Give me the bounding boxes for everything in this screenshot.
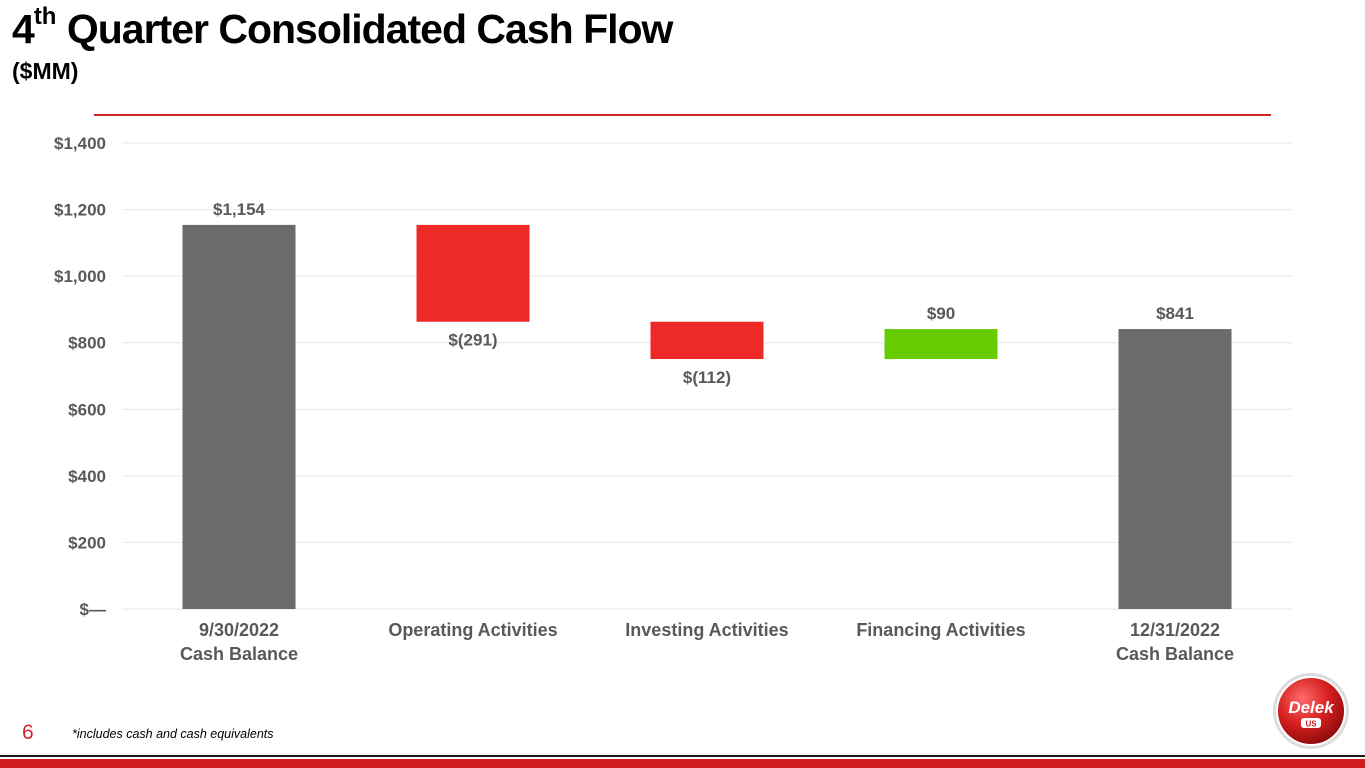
x-category-label: 9/30/2022 Cash Balance [180, 620, 298, 664]
delek-logo: Delek US [1273, 673, 1349, 749]
page-title: 4th Quarter Consolidated Cash Flow [12, 3, 673, 52]
waterfall-bar [884, 329, 998, 360]
y-tick-label: $600 [68, 400, 106, 419]
waterfall-chart: $— $200 $400 $600 $800 $1,000 $1,200 $1,400 $1,1… [54, 134, 1292, 664]
footer-dark-stripe [0, 755, 1365, 757]
title-superscript: th [33, 3, 57, 31]
y-tick-label: $1,200 [54, 201, 106, 220]
logo-wordmark: Delek [1288, 698, 1335, 717]
x-category-label: 12/31/2022 Cash Balance [1116, 620, 1234, 664]
footer-red-stripe [0, 759, 1365, 768]
data-label: $(291) [448, 331, 497, 350]
y-tick-label: $400 [68, 467, 106, 486]
data-label: $90 [927, 304, 955, 323]
waterfall-bar [1118, 329, 1232, 609]
data-label: $(112) [683, 368, 731, 387]
x-category-label: Investing Activities [625, 620, 788, 640]
y-tick-label: $1,400 [54, 134, 106, 153]
waterfall-bar [416, 224, 530, 322]
data-label: $1,154 [213, 200, 266, 219]
y-tick-label: $— [80, 600, 106, 619]
title-divider [94, 114, 1271, 116]
data-label: $841 [1156, 304, 1194, 323]
y-tick-label: $200 [68, 533, 106, 552]
y-tick-label: $800 [68, 334, 106, 353]
y-tick-label: $1,000 [54, 267, 106, 286]
logo-badge: US [1305, 720, 1317, 729]
page-number: 6 [22, 721, 34, 744]
footnote: *includes cash and cash equivalents [72, 727, 274, 741]
units-subtitle: ($MM) [12, 58, 79, 84]
x-category-label: Financing Activities [856, 620, 1025, 640]
waterfall-bar [650, 321, 764, 360]
waterfall-bar [182, 224, 296, 609]
x-category-label: Operating Activities [388, 620, 557, 640]
